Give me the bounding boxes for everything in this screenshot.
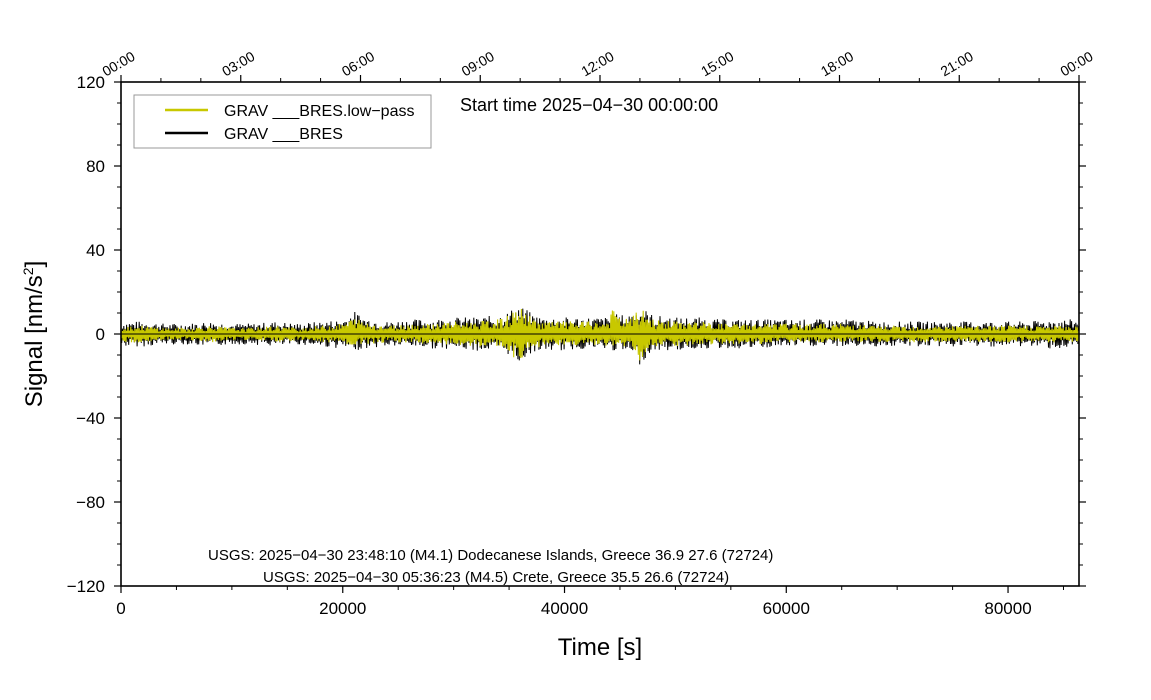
- x-axis-title: Time [s]: [558, 634, 642, 661]
- x-tick-label: 60000: [763, 599, 810, 618]
- annotation-event-2: USGS: 2025−04−30 05:36:23 (M4.5) Crete, …: [263, 569, 729, 586]
- annotation-event-1: USGS: 2025−04−30 23:48:10 (M4.1) Dodecan…: [208, 547, 773, 564]
- legend-label-lowpass: GRAV ___BRES.low−pass: [224, 103, 414, 120]
- legend-box: [133, 94, 432, 149]
- y-axis-right-ticks: [1079, 81, 1086, 587]
- series-trace-lowpass: [120, 308, 1080, 361]
- y-tick-label: 80: [86, 157, 105, 176]
- y-tick-label: 40: [86, 241, 105, 260]
- y-tick-label: −120: [67, 577, 105, 596]
- y-tick-label: −80: [76, 493, 105, 512]
- series-trace-raw: [120, 308, 1080, 365]
- x-tick-label: 0: [116, 599, 125, 618]
- y-tick-label: 0: [96, 325, 105, 344]
- y-axis-title: Signal [nm/s2]: [20, 261, 48, 408]
- y-tick-label: 120: [77, 73, 105, 92]
- y-tick-label: −40: [76, 409, 105, 428]
- start-time-label: Start time 2025−04−30 00:00:00: [460, 95, 718, 115]
- legend-label-raw: GRAV ___BRES: [224, 126, 343, 143]
- legend: GRAV ___BRES.low−pass GRAV ___BRES: [133, 94, 432, 149]
- y-axis-ticks: 120 80 40 0 −40 −80 −120: [67, 73, 121, 596]
- plot-traces: [120, 308, 1080, 365]
- x-tick-label: 40000: [541, 599, 588, 618]
- x-axis-ticks: 0 20000 40000 60000 80000: [116, 586, 1064, 618]
- x-tick-label: 80000: [984, 599, 1031, 618]
- x-tick-label: 20000: [319, 599, 366, 618]
